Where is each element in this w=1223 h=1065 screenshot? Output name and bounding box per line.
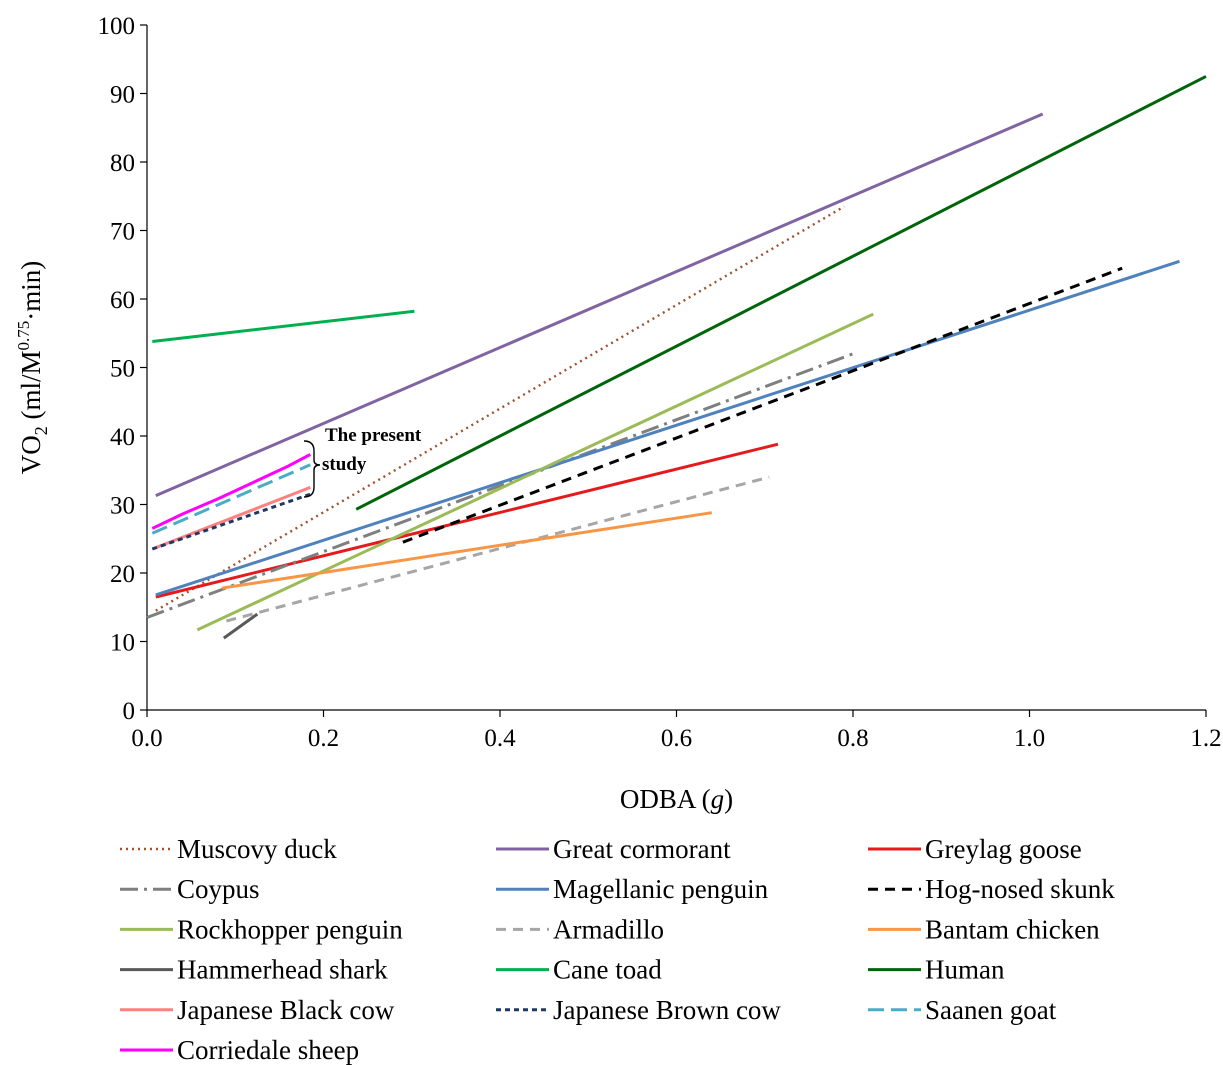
legend-label: Corriedale sheep — [177, 1035, 359, 1065]
annotation-line-1: The present — [325, 425, 422, 446]
legend-label: Greylag goose — [925, 834, 1082, 864]
legend-label: Armadillo — [553, 914, 664, 944]
legend-label: Muscovy duck — [177, 834, 337, 864]
y-tick-label: 90 — [110, 82, 135, 109]
x-axis-title: ODBA (g) — [620, 784, 733, 814]
annotation-line-2: study — [322, 454, 367, 475]
y-axis-title: VO2 (ml/M0.75·min) — [14, 261, 51, 475]
legend-item-human: Human — [868, 955, 1005, 985]
legend-label: Japanese Brown cow — [553, 995, 781, 1025]
legend-label: Rockhopper penguin — [177, 914, 403, 944]
x-tick-label: 0.6 — [661, 725, 692, 752]
legend-item-rockhopper-penguin: Rockhopper penguin — [120, 914, 403, 944]
legend-item-japanese-brown-cow: Japanese Brown cow — [496, 995, 781, 1025]
y-tick-label: 20 — [110, 561, 135, 588]
y-tick-label: 70 — [110, 219, 135, 246]
x-tick-label: 0.0 — [131, 725, 162, 752]
legend-label: Magellanic penguin — [553, 874, 769, 904]
legend-item-hammerhead-shark: Hammerhead shark — [120, 955, 388, 985]
x-tick-label: 0.8 — [837, 725, 868, 752]
y-tick-label: 30 — [110, 493, 135, 520]
x-tick-label: 1.2 — [1190, 725, 1221, 752]
legend-item-magellanic-penguin: Magellanic penguin — [496, 874, 769, 904]
legend-label: Saanen goat — [925, 995, 1057, 1025]
legend-item-corriedale-sheep: Corriedale sheep — [120, 1035, 359, 1065]
legend-item-great-cormorant: Great cormorant — [496, 834, 731, 864]
legend-item-bantam-chicken: Bantam chicken — [868, 914, 1100, 944]
legend-item-hog-nosed-skunk: Hog-nosed skunk — [868, 874, 1115, 904]
series-line-hammerhead-shark — [222, 612, 259, 640]
x-tick-label: 0.2 — [308, 725, 339, 752]
legend: Muscovy duck Great cormorant Greylag goose… — [120, 834, 1115, 1065]
series-line-japanese-brown-cow — [151, 492, 311, 551]
legend-item-armadillo: Armadillo — [496, 914, 664, 944]
series-line-armadillo — [226, 475, 770, 623]
axes: 0 10 20 30 40 50 60 70 80 90 100 0.0 0.2 0.4 0.6 0.8 1.0… — [14, 13, 1222, 814]
series-line-rockhopper-penguin — [196, 312, 874, 632]
y-tick-label: 10 — [110, 630, 135, 657]
legend-item-saanen-goat: Saanen goat — [868, 995, 1057, 1025]
legend-label: Human — [925, 955, 1005, 985]
legend-label: Coypus — [177, 874, 260, 904]
y-tick-label: 80 — [110, 150, 135, 177]
y-tick-label: 0 — [123, 698, 136, 725]
series-line-human — [355, 75, 1207, 511]
series-line-bantam-chicken — [221, 511, 713, 590]
annotation-brace — [303, 440, 321, 498]
legend-item-muscovy-duck: Muscovy duck — [120, 834, 337, 864]
x-tick-label: 1.0 — [1014, 725, 1045, 752]
legend-label: Hog-nosed skunk — [925, 874, 1115, 904]
series-line-coypus — [146, 352, 854, 619]
legend-item-coypus: Coypus — [120, 874, 260, 904]
legend-label: Japanese Black cow — [177, 995, 395, 1025]
y-tick-label: 50 — [110, 356, 135, 383]
series-layer — [146, 75, 1207, 640]
legend-item-greylag-goose: Greylag goose — [868, 834, 1082, 864]
legend-label: Great cormorant — [553, 834, 731, 864]
legend-label: Cane toad — [553, 955, 662, 985]
legend-label: Hammerhead shark — [177, 955, 388, 985]
series-line-cane-toad — [152, 309, 415, 343]
series-line-magellanic-penguin — [155, 259, 1180, 597]
y-tick-label: 40 — [110, 424, 135, 451]
legend-item-japanese-black-cow: Japanese Black cow — [120, 995, 395, 1025]
legend-item-cane-toad: Cane toad — [496, 955, 662, 985]
y-tick-label: 100 — [98, 13, 136, 40]
series-line-hog-nosed-skunk — [402, 266, 1123, 544]
x-tick-label: 0.4 — [484, 725, 516, 752]
series-line-great-cormorant — [155, 112, 1044, 497]
series-line-muscovy-duck — [155, 205, 845, 612]
series-line-greylag-goose — [155, 442, 779, 599]
legend-label: Bantam chicken — [925, 914, 1100, 944]
series-line-saanen-goat — [151, 463, 311, 535]
series-line-corriedale-sheep — [151, 453, 311, 530]
y-tick-label: 60 — [110, 287, 135, 314]
annotation: The present study — [303, 425, 422, 498]
